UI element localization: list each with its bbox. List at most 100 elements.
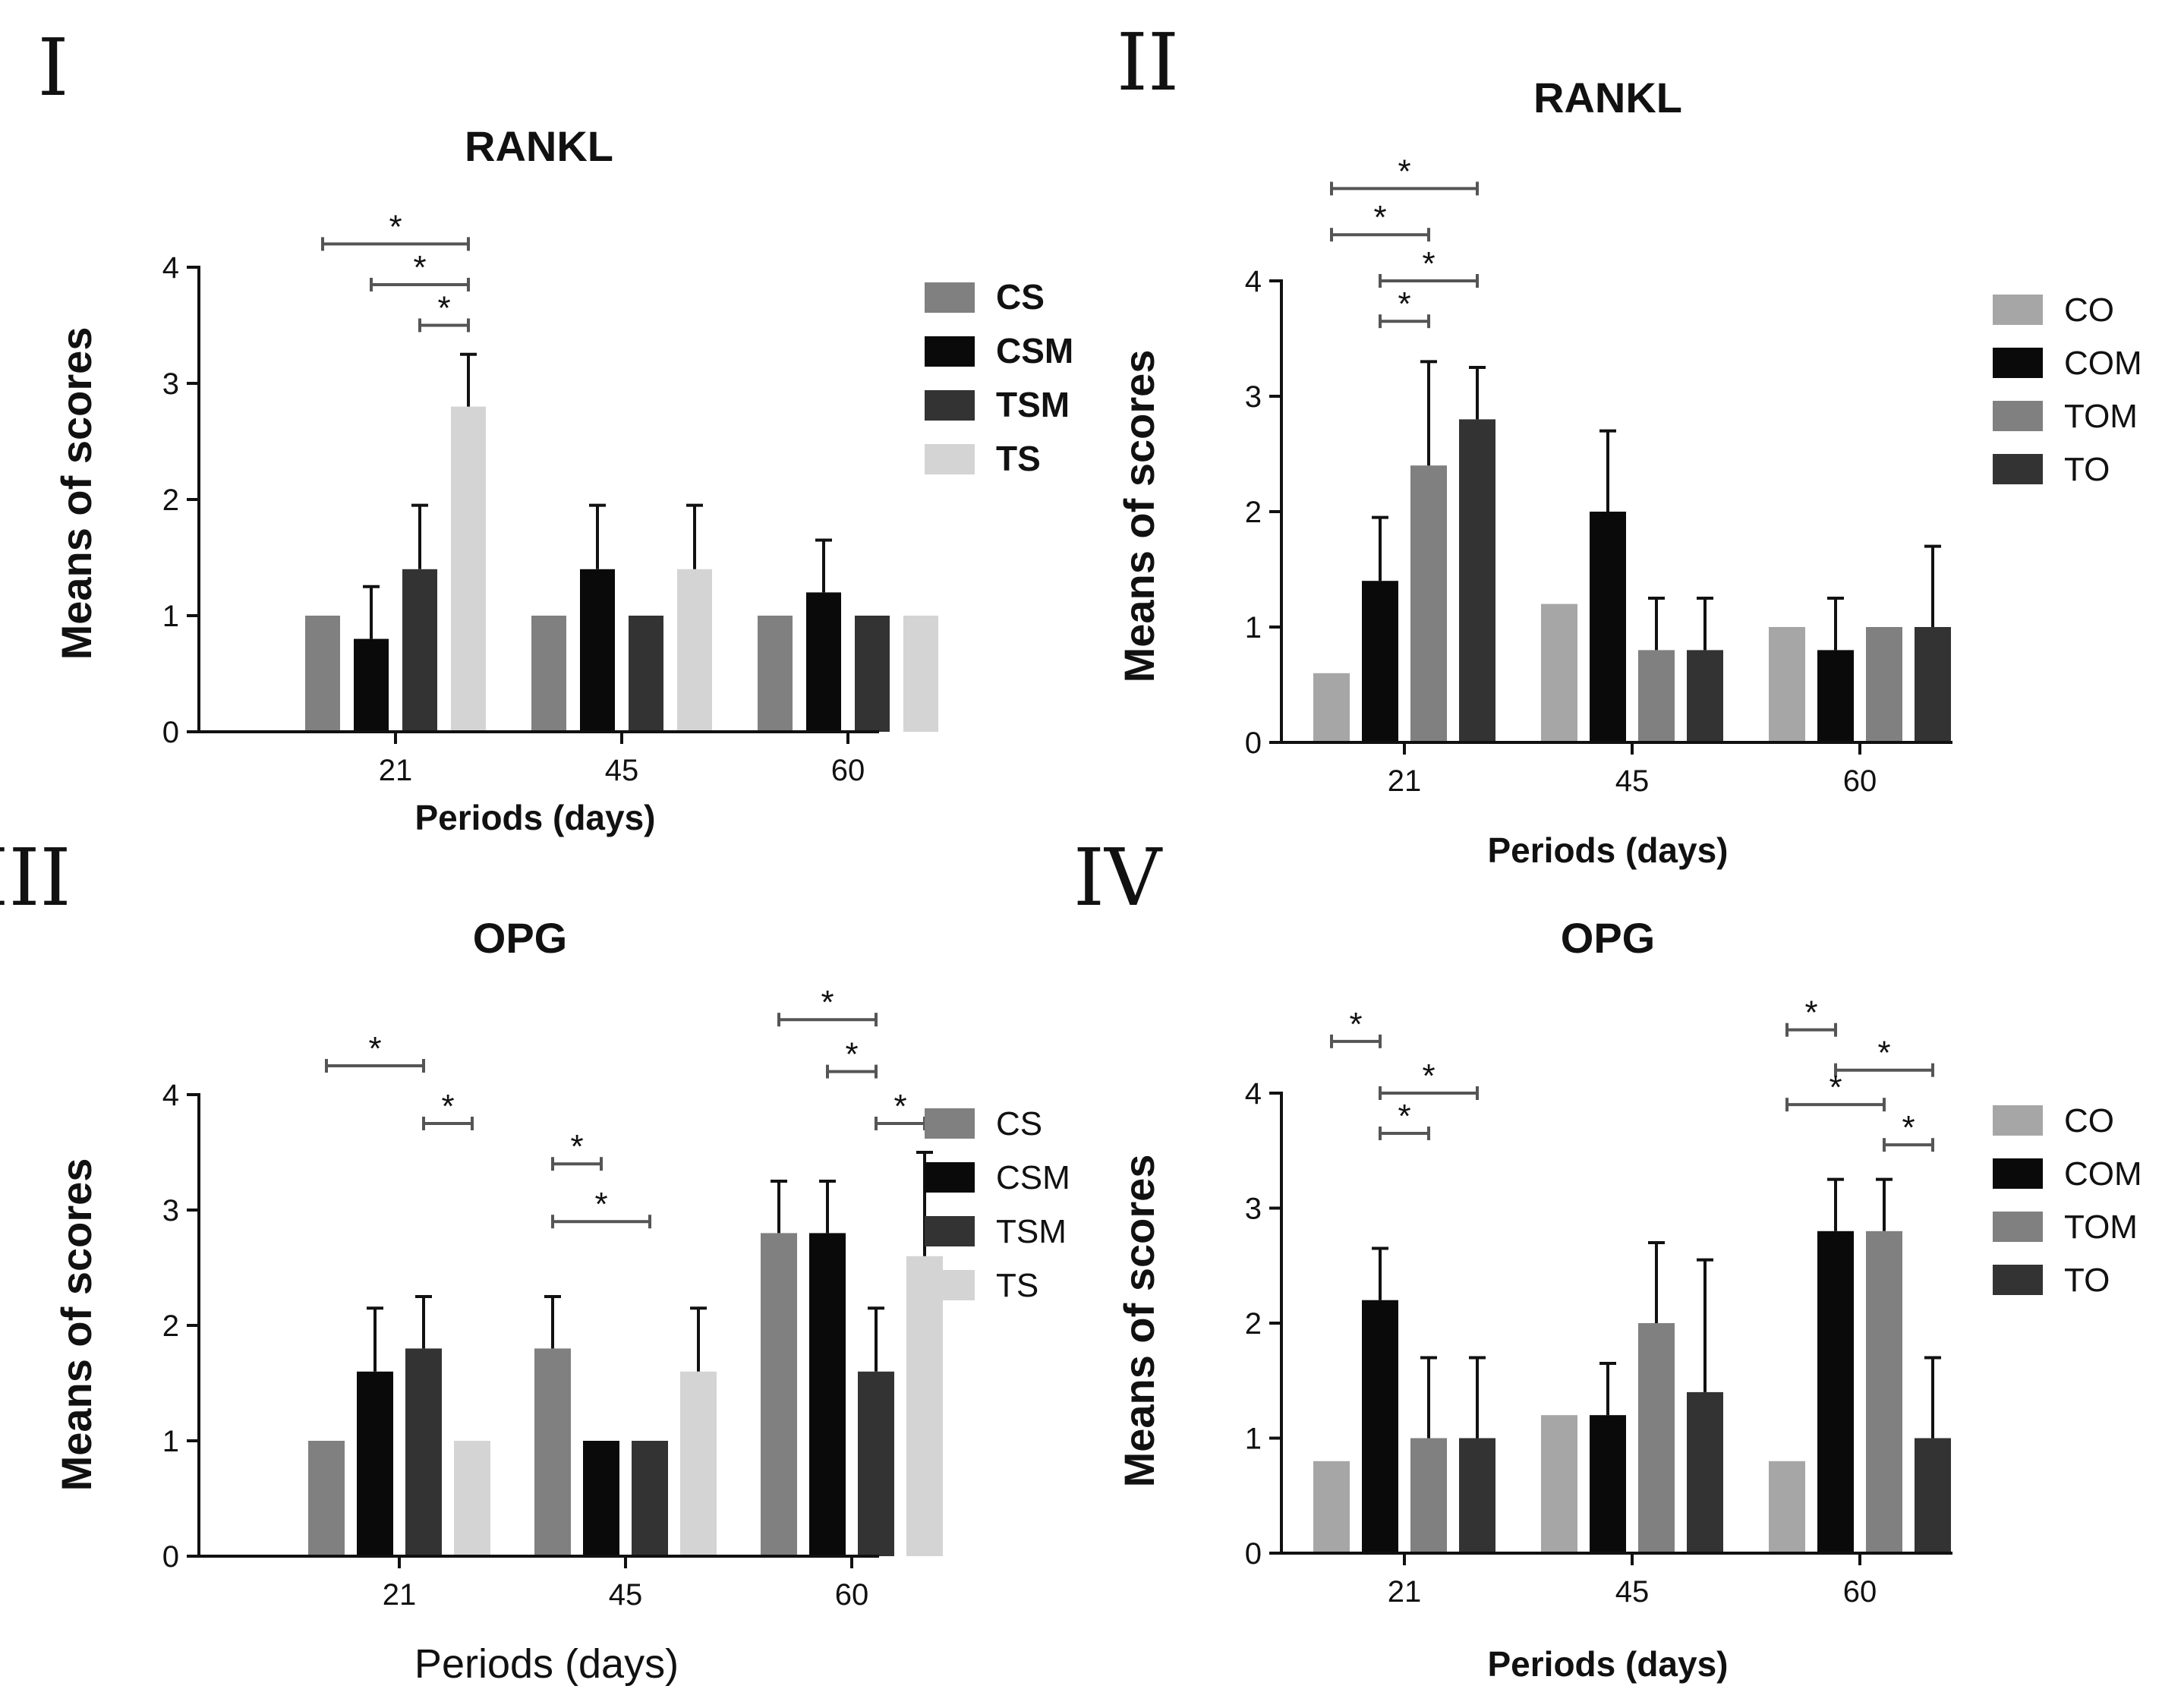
y-axis-label: Means of scores (52, 1158, 100, 1492)
y-tick-label: 4 (1245, 1077, 1262, 1111)
bar-cs-21 (308, 1441, 345, 1556)
x-tick-label: 60 (831, 754, 865, 787)
legend-swatch-tom (1993, 1212, 2043, 1242)
bar-csm-45 (580, 569, 615, 732)
bar-co-60 (1769, 1461, 1805, 1553)
legend-swatch-csm (925, 1162, 975, 1193)
bar-com-60 (1817, 1231, 1854, 1553)
bar-cs-60 (758, 616, 793, 732)
bar-to-45 (1687, 650, 1723, 742)
y-axis-label: Means of scores (1115, 350, 1163, 683)
x-axis-label: Periods (days) (415, 798, 656, 837)
x-tick-label: 60 (1843, 1575, 1877, 1609)
bar-tsm-60 (855, 616, 890, 732)
bar-ts-60 (903, 616, 938, 732)
bar-to-45 (1687, 1391, 1723, 1553)
x-tick-label: 21 (383, 1578, 417, 1612)
y-tick-label: 2 (162, 1309, 179, 1343)
y-axis-label: Means of scores (52, 327, 100, 660)
bar-to-60 (1915, 627, 1951, 742)
significance-star: * (1804, 994, 1817, 1032)
bar-tsm-21 (405, 1348, 442, 1556)
bar-cs-60 (761, 1233, 797, 1556)
significance-star: * (1422, 245, 1435, 282)
panel-label: II (1117, 16, 1179, 109)
bar-tom-60 (1866, 1231, 1902, 1553)
x-tick-label: 21 (379, 754, 413, 787)
bar-ts-60 (906, 1256, 943, 1556)
y-tick-label: 1 (1245, 611, 1262, 644)
x-tick-label: 45 (1615, 764, 1650, 798)
x-tick-label: 45 (1615, 1575, 1650, 1609)
legend-swatch-tsm (925, 390, 975, 421)
y-tick-label: 4 (162, 1079, 179, 1112)
chart-panel-I: I RANKL 0 1 2 3 4 21 45 60 Periods (days) Means of … (37, 21, 1073, 837)
bar-tom-45 (1638, 650, 1675, 742)
bar-csm-21 (354, 638, 389, 732)
bar-cs-45 (531, 616, 566, 732)
bar-com-60 (1817, 650, 1854, 742)
significance-star: * (1373, 199, 1386, 236)
x-axis-label: Periods (days) (414, 1641, 679, 1687)
legend-label-cs: CS (996, 1105, 1042, 1142)
bar-tom-60 (1866, 627, 1902, 742)
significance-star: * (437, 290, 450, 327)
significance-star: * (1349, 1006, 1362, 1043)
chart-panel-II: II RANKL 0 1 2 3 4 21 45 60 Periods (days) Means of… (1115, 16, 2142, 870)
legend-label-com: COM (2064, 1155, 2142, 1193)
legend-swatch-ts (925, 444, 975, 474)
legend-label-com: COM (2064, 345, 2142, 382)
chart-title: RANKL (465, 122, 613, 170)
significance-star: * (413, 249, 426, 286)
bar-tsm-60 (858, 1371, 894, 1556)
significance-star: * (570, 1128, 583, 1165)
legend-swatch-co (1993, 1105, 2043, 1136)
bar-csm-45 (583, 1441, 619, 1556)
panel-label: III (0, 831, 71, 924)
legend-label-to: TO (2064, 1262, 2110, 1299)
chart-panel-III: III OPG 0 1 2 3 4 21 45 60 Periods (days) Means of … (0, 831, 1070, 1687)
y-tick-label: 1 (1245, 1423, 1262, 1456)
significance-star: * (1422, 1057, 1435, 1095)
bar-tom-21 (1410, 1438, 1447, 1553)
panel-label: IV (1073, 831, 1163, 924)
significance-star: * (594, 1186, 607, 1223)
bar-tsm-45 (632, 1441, 668, 1556)
x-tick-label: 21 (1388, 764, 1422, 798)
legend-label-csm: CSM (996, 1159, 1070, 1196)
legend-label-ts: TS (996, 439, 1041, 478)
y-tick-label: 2 (162, 484, 179, 517)
legend-swatch-co (1993, 295, 2043, 325)
bar-com-21 (1362, 581, 1398, 742)
legend-swatch-to (1993, 454, 2043, 484)
chart-title: OPG (1561, 914, 1655, 962)
legend-label-csm: CSM (996, 331, 1073, 370)
x-tick-label: 45 (605, 754, 639, 787)
bar-ts-45 (677, 569, 712, 732)
bar-ts-21 (451, 406, 486, 732)
significance-star: * (368, 1030, 381, 1067)
significance-star: * (1877, 1035, 1890, 1072)
bar-tom-45 (1638, 1323, 1675, 1553)
bar-co-60 (1769, 627, 1805, 742)
significance-star: * (441, 1088, 454, 1125)
bar-to-21 (1459, 1438, 1495, 1553)
chart-title: RANKL (1533, 74, 1682, 121)
bar-co-45 (1541, 1415, 1577, 1553)
y-tick-label: 3 (1245, 380, 1262, 414)
significance-star: * (1829, 1069, 1842, 1106)
significance-star: * (1902, 1109, 1915, 1146)
bar-csm-60 (806, 592, 841, 732)
significance-star: * (389, 208, 402, 245)
legend-label-ts: TS (996, 1267, 1038, 1304)
significance-star: * (1398, 1098, 1410, 1135)
y-tick-label: 2 (1245, 1307, 1262, 1341)
legend-label-to: TO (2064, 451, 2110, 488)
y-tick-label: 3 (1245, 1193, 1262, 1226)
legend-label-co: CO (2064, 1102, 2114, 1139)
legend-swatch-to (1993, 1265, 2043, 1295)
legend-label-cs: CS (996, 277, 1045, 317)
legend-swatch-tom (1993, 401, 2043, 431)
y-tick-label: 2 (1245, 496, 1262, 529)
